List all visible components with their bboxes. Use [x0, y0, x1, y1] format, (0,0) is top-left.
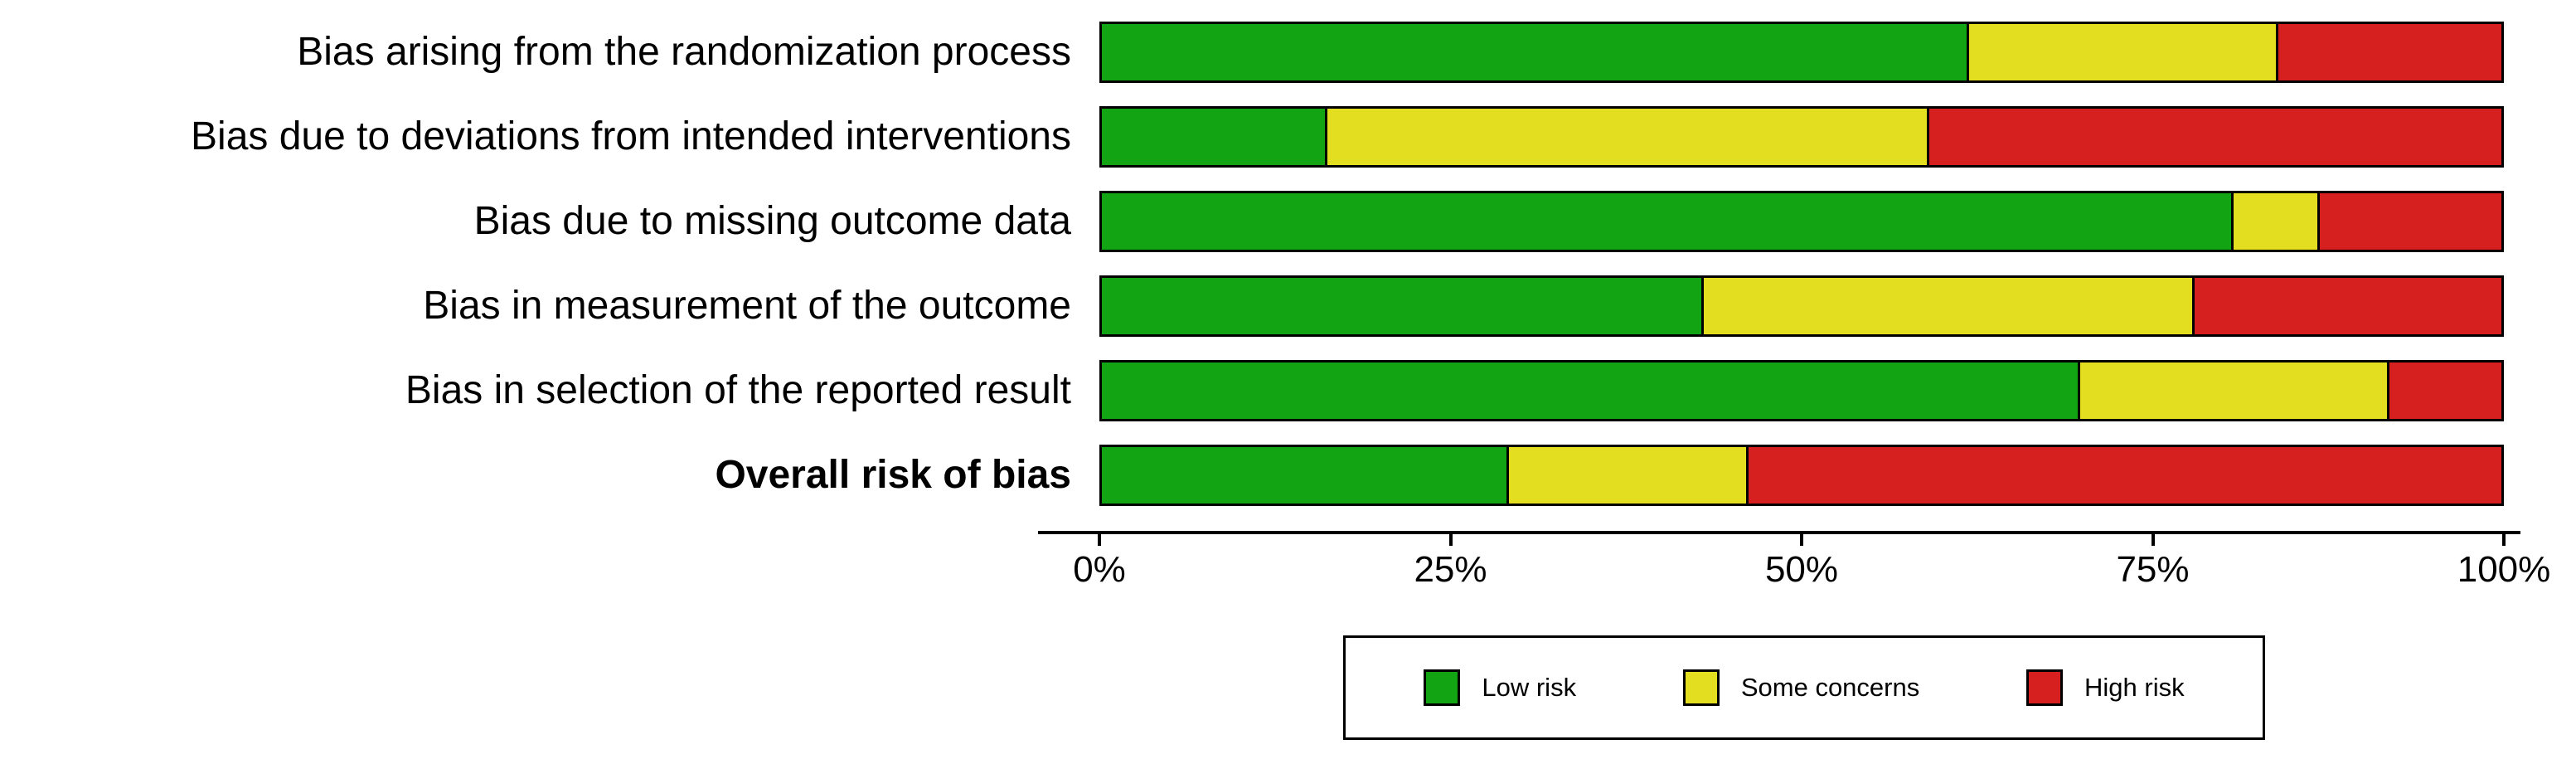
- bar-row: Overall risk of bias: [0, 445, 2576, 506]
- bar-segment-high-risk: [2275, 24, 2502, 80]
- bar-segment-low-risk: [1102, 278, 1702, 334]
- tick-label: 50%: [1764, 549, 1839, 590]
- category-label: Bias in measurement of the outcome: [423, 284, 1071, 328]
- bar-segment-high-risk: [2317, 193, 2501, 250]
- tick-mark: [1448, 534, 1453, 546]
- bar-row: Bias in measurement of the outcome: [0, 275, 2576, 337]
- tick-label: 25%: [1414, 549, 1487, 590]
- stacked-bar: [1099, 22, 2504, 83]
- bar-segment-some-concerns: [2078, 362, 2388, 419]
- bar-segment-some-concerns: [1701, 278, 2192, 334]
- bar-rows: Bias arising from the randomization proc…: [0, 22, 2576, 506]
- legend: Low risk Some concerns High risk: [1343, 635, 2265, 740]
- stacked-bar: [1099, 360, 2504, 421]
- legend-label: Low risk: [1482, 673, 1577, 702]
- legend-swatch-low-risk: [1424, 669, 1461, 706]
- bar-row: Bias arising from the randomization proc…: [0, 22, 2576, 83]
- legend-swatch-high-risk: [2026, 669, 2063, 706]
- tick-mark: [1800, 534, 1803, 546]
- stacked-bar: [1099, 275, 2504, 337]
- bar-segment-high-risk: [2191, 278, 2502, 334]
- tick-label: 0%: [1073, 549, 1126, 590]
- bar-segment-some-concerns: [1506, 447, 1746, 504]
- legend-label: Some concerns: [1740, 673, 1920, 702]
- bar-segment-low-risk: [1102, 109, 1326, 165]
- bar-segment-low-risk: [1102, 24, 1967, 80]
- legend-swatch-some-concerns: [1682, 669, 1720, 706]
- x-axis-line: [1038, 531, 2520, 534]
- tick-label: 100%: [2457, 549, 2551, 590]
- category-label: Bias due to deviations from intended int…: [191, 114, 1071, 158]
- legend-label: High risk: [2084, 673, 2185, 702]
- bar-segment-some-concerns: [1966, 24, 2276, 80]
- legend-item: Low risk: [1424, 669, 1576, 706]
- tick-mark: [2502, 534, 2506, 546]
- stacked-bar: [1099, 445, 2504, 506]
- bar-segment-some-concerns: [2231, 193, 2318, 250]
- bar-segment-high-risk: [2387, 362, 2502, 419]
- category-label: Bias arising from the randomization proc…: [297, 30, 1071, 74]
- legend-item: High risk: [2026, 669, 2185, 706]
- bar-row: Bias due to missing outcome data: [0, 191, 2576, 252]
- legend-item: Some concerns: [1682, 669, 1920, 706]
- bar-segment-low-risk: [1102, 447, 1506, 504]
- bar-segment-high-risk: [1745, 447, 2501, 504]
- tick-mark: [1098, 534, 1101, 546]
- bar-row: Bias due to deviations from intended int…: [0, 106, 2576, 168]
- stacked-bar: [1099, 191, 2504, 252]
- category-label: Bias in selection of the reported result: [405, 368, 1071, 412]
- category-label: Bias due to missing outcome data: [473, 199, 1071, 243]
- bar-segment-high-risk: [1927, 109, 2502, 165]
- bar-segment-some-concerns: [1325, 109, 1928, 165]
- bar-row: Bias in selection of the reported result: [0, 360, 2576, 421]
- tick-mark: [2151, 534, 2155, 546]
- tick-label: 75%: [2116, 549, 2190, 590]
- bar-segment-low-risk: [1102, 362, 2079, 419]
- stacked-bar: [1099, 106, 2504, 168]
- category-label: Overall risk of bias: [715, 453, 1071, 497]
- bar-segment-low-risk: [1102, 193, 2232, 250]
